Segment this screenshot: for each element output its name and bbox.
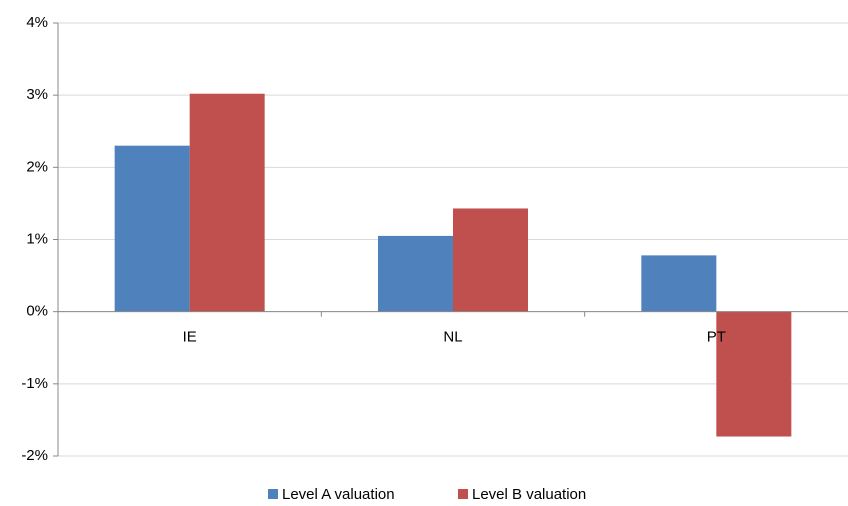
legend-swatch [268,489,278,499]
bar [716,311,792,437]
y-tick-label: 1% [26,230,48,247]
bar [114,145,190,312]
y-tick-label: -2% [21,447,48,464]
bar [378,235,453,312]
x-tick-label: PT [707,329,726,346]
y-tick-label: -1% [21,375,48,392]
legend-label: Level A valuation [282,486,395,503]
x-tick-label: IE [183,329,197,346]
y-tick-label: 0% [26,303,48,320]
legend-swatch [458,489,468,499]
legend-label: Level B valuation [472,486,586,503]
y-tick-label: 3% [26,86,48,103]
bar [641,255,717,312]
y-tick-label: 2% [26,158,48,175]
y-tick-label: 4% [26,14,48,31]
bar [189,93,265,312]
bar [453,208,528,312]
x-tick-label: NL [443,329,462,346]
